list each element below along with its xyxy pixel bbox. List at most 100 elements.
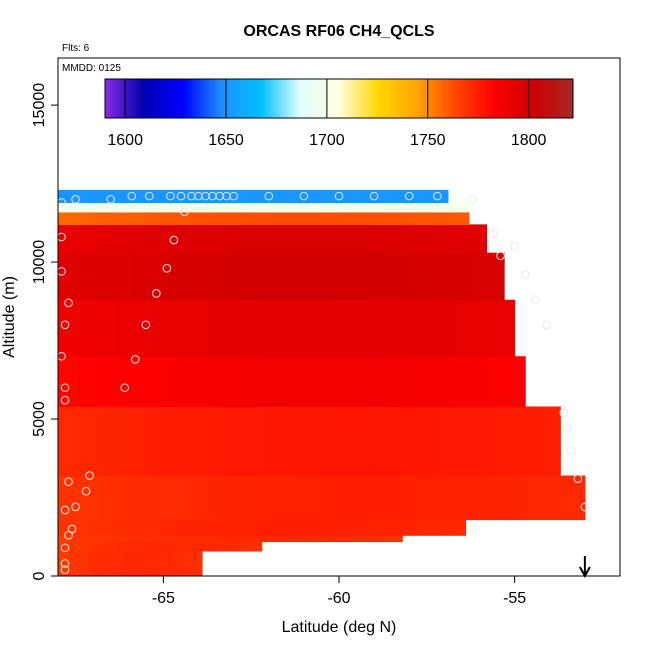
heatmap-band: [58, 224, 488, 254]
observation-point: [166, 191, 175, 201]
observation-point: [60, 565, 70, 575]
date-note: MMDD: 0125: [62, 63, 121, 74]
heatmap-cell: [281, 252, 301, 301]
x-axis: -65 -60 -55: [152, 576, 526, 607]
observation-point: [180, 207, 189, 217]
observation-point: [85, 471, 94, 480]
heatmap-cell: [74, 519, 93, 536]
heatmap-cell: [218, 224, 238, 254]
heatmap-cell: [400, 202, 419, 213]
heatmap-band: [58, 519, 467, 536]
heatmap-cell: [176, 541, 186, 552]
heatmap-cell: [408, 356, 429, 408]
heatmap-cell: [229, 299, 249, 357]
heatmap-cell: [562, 475, 586, 521]
observation-point: [510, 242, 519, 251]
heatmap-cell: [183, 406, 206, 477]
observation-point: [580, 502, 590, 512]
heatmap-cell: [123, 475, 147, 521]
heatmap-cell: [476, 299, 497, 357]
heatmap-cell: [381, 299, 402, 357]
heatmap-cell: [311, 356, 332, 408]
observation-point: [531, 295, 541, 305]
observation-point: [489, 229, 498, 239]
heatmap-band: [58, 406, 561, 477]
heatmap-cell: [115, 299, 135, 357]
heatmap-cell: [253, 541, 263, 552]
heatmap-cell: [448, 519, 467, 536]
heatmap-cell: [162, 406, 185, 477]
heatmap-cell: [273, 535, 289, 543]
observation-point: [369, 191, 379, 201]
heatmap-cell: [101, 475, 125, 521]
heatmap-cell: [118, 550, 125, 576]
heatmap-cell: [387, 535, 403, 543]
observation-point: [468, 194, 477, 204]
heatmap-cell: [355, 252, 375, 301]
heatmap-cell: [485, 252, 505, 301]
heatmap-cell: [90, 189, 108, 204]
heatmap-cell: [142, 550, 149, 576]
heatmap-cell: [486, 356, 507, 408]
observation-points: [58, 191, 590, 575]
heatmap-cell: [160, 202, 179, 213]
heatmap-cell: [212, 211, 230, 225]
heatmap-cell: [77, 299, 97, 357]
heatmap-cell: [100, 541, 110, 552]
observation-point: [141, 320, 151, 330]
heatmap-cell: [317, 189, 335, 204]
heatmap-cell: [184, 550, 191, 576]
flights-note: Flts: 6: [62, 43, 90, 54]
heatmap-cell: [324, 299, 344, 357]
observation-point: [58, 351, 66, 361]
heatmap-cell: [397, 224, 416, 254]
heatmap-cell: [280, 211, 299, 225]
heatmap-cell: [447, 356, 468, 408]
observation-point: [264, 191, 274, 201]
heatmap-cell: [455, 406, 478, 477]
heatmap-cell: [66, 541, 76, 552]
observation-point: [299, 191, 309, 201]
observation-point: [64, 477, 73, 487]
observation-point: [81, 486, 91, 496]
heatmap-cell: [187, 535, 203, 543]
heatmap-cell: [189, 475, 213, 521]
heatmap-cell: [79, 475, 103, 521]
heatmap-cell: [434, 406, 457, 477]
heatmap-cell: [143, 202, 162, 213]
observation-point: [106, 194, 115, 204]
heatmap-cell: [359, 535, 375, 543]
heatmap-cell: [78, 406, 101, 477]
heatmap-cell: [495, 299, 516, 357]
heatmap-cell: [178, 550, 185, 576]
heatmap-cell: [397, 519, 416, 536]
observation-point: [60, 559, 70, 568]
heatmap-cell: [182, 224, 202, 254]
heatmap-cell: [497, 475, 520, 521]
heatmap-cell: [272, 224, 291, 254]
heatmap-cell: [143, 211, 162, 225]
heatmap-cell: [174, 356, 195, 408]
observation-point: [194, 191, 203, 201]
heatmap-cell: [74, 189, 92, 204]
heatmap-cell: [129, 535, 145, 543]
heatmap-cell: [505, 356, 526, 408]
heatmap-cell: [349, 356, 371, 408]
heatmap-cell: [211, 475, 235, 521]
heatmap-cell: [331, 211, 350, 225]
heatmap-band: [58, 189, 449, 204]
x-axis-label: Latitude (deg N): [282, 619, 397, 636]
observation-point: [127, 191, 137, 201]
heatmap-cell: [58, 202, 76, 213]
heatmap-cell: [229, 211, 247, 225]
heatmap-band: [58, 550, 203, 576]
observation-point: [573, 474, 583, 483]
heatmap-cell: [93, 224, 113, 254]
heatmap-cell: [75, 211, 93, 225]
heatmap-cell: [142, 541, 152, 552]
heatmap-cell: [145, 475, 169, 521]
heatmap-cell: [204, 189, 222, 204]
heatmap-cell: [130, 550, 137, 576]
heatmap-band: [58, 299, 516, 357]
heatmap-cell: [380, 519, 399, 536]
